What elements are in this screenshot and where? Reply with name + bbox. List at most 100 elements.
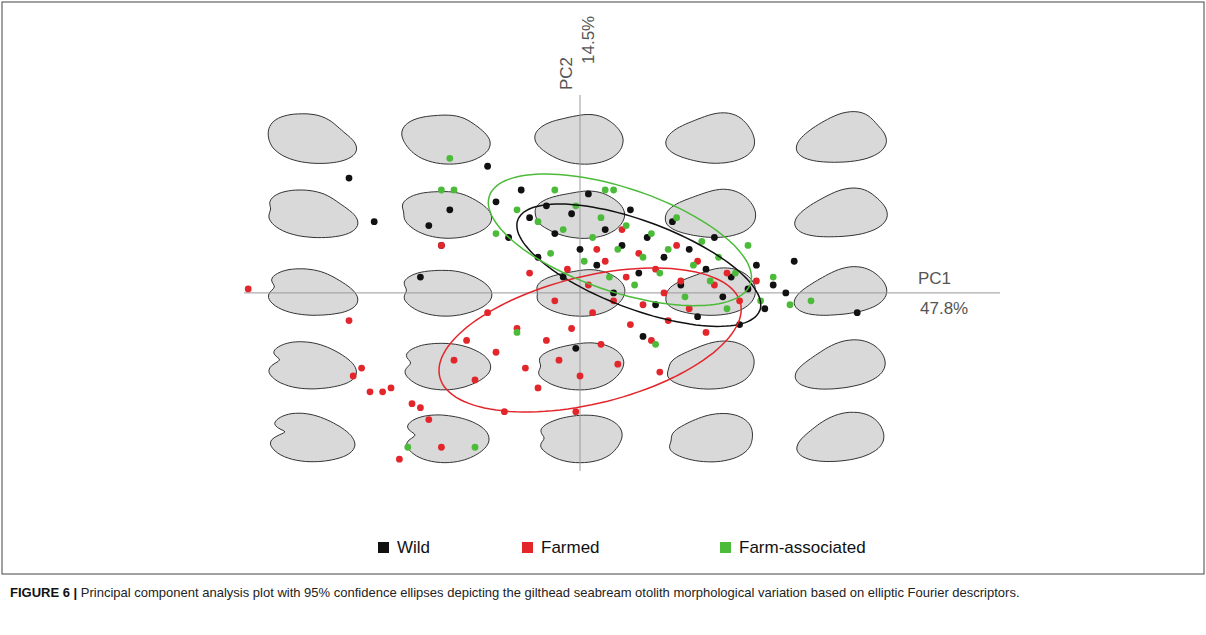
caption: FIGURE 6 | Principal component analysis … xyxy=(10,584,1190,601)
point xyxy=(451,187,458,194)
point xyxy=(585,191,592,198)
point xyxy=(572,345,579,352)
otolith-shape xyxy=(535,115,623,165)
point xyxy=(526,214,533,221)
otolith-shape xyxy=(539,343,624,390)
point xyxy=(753,278,760,285)
point xyxy=(610,187,617,194)
point xyxy=(703,266,710,273)
point xyxy=(547,250,554,257)
point xyxy=(707,278,714,285)
point xyxy=(593,262,600,269)
legend-swatch xyxy=(378,542,389,553)
otolith-shape xyxy=(665,189,755,237)
point xyxy=(526,270,533,277)
point xyxy=(438,444,445,451)
point xyxy=(514,206,521,213)
point xyxy=(472,444,479,451)
y-axis-title: PC2 xyxy=(557,57,576,90)
point xyxy=(598,341,605,348)
point xyxy=(648,230,655,237)
point xyxy=(787,301,794,308)
point xyxy=(446,206,453,213)
point xyxy=(568,325,575,332)
legend-label: Wild xyxy=(397,538,430,557)
y-axis xyxy=(580,95,581,471)
point xyxy=(346,175,353,182)
point xyxy=(761,305,768,312)
point xyxy=(438,242,445,249)
caption-text: Principal component analysis plot with 9… xyxy=(81,585,1020,600)
otolith-shape xyxy=(795,340,885,389)
point xyxy=(770,274,777,281)
point xyxy=(543,337,550,344)
point xyxy=(665,246,672,253)
point xyxy=(388,384,395,391)
point xyxy=(551,230,558,237)
point xyxy=(493,198,500,205)
point xyxy=(245,286,252,293)
legend: WildFarmedFarm-associated xyxy=(378,538,866,557)
otolith-shape xyxy=(794,267,887,316)
point xyxy=(522,365,529,372)
figure-label: FIGURE 6 | xyxy=(10,585,77,600)
point xyxy=(770,282,777,289)
otolith-shape xyxy=(668,341,755,389)
point xyxy=(711,234,718,241)
point xyxy=(358,365,365,372)
morphospace-shapes xyxy=(268,112,887,463)
otolith-shape xyxy=(670,414,753,462)
point xyxy=(438,242,445,249)
point xyxy=(635,270,642,277)
point xyxy=(656,369,663,376)
confidence-ellipse xyxy=(517,204,761,326)
point xyxy=(623,222,630,229)
point xyxy=(425,222,432,229)
x-axis xyxy=(244,292,1000,293)
point xyxy=(518,187,525,194)
point xyxy=(673,242,680,249)
point xyxy=(514,329,521,336)
point xyxy=(417,404,424,411)
series-points xyxy=(346,163,861,352)
otolith-shape xyxy=(795,188,888,237)
point xyxy=(543,202,550,209)
otolith-shape xyxy=(407,415,489,463)
point xyxy=(598,214,605,221)
point xyxy=(677,278,684,285)
otolith-shape xyxy=(271,413,355,462)
point xyxy=(791,258,798,265)
point xyxy=(694,313,701,320)
point xyxy=(614,361,621,368)
point xyxy=(614,246,621,253)
point xyxy=(703,329,710,336)
otolith-shape xyxy=(797,412,884,461)
point xyxy=(753,262,760,269)
legend-swatch xyxy=(720,542,731,553)
point xyxy=(656,270,663,277)
point xyxy=(593,246,600,253)
point xyxy=(535,218,542,225)
point xyxy=(602,226,609,233)
point xyxy=(493,230,500,237)
legend-swatch xyxy=(522,542,533,553)
point xyxy=(564,266,571,273)
point xyxy=(661,254,668,261)
point xyxy=(417,274,424,281)
point xyxy=(551,187,558,194)
point xyxy=(589,309,596,316)
point xyxy=(396,456,403,463)
confidence-ellipse xyxy=(439,268,741,412)
point xyxy=(745,242,752,249)
point xyxy=(631,282,638,289)
point xyxy=(640,333,647,340)
x-axis-title: PC1 xyxy=(918,269,951,288)
point xyxy=(568,210,575,217)
point xyxy=(724,270,731,277)
point xyxy=(484,163,491,170)
point xyxy=(572,408,579,415)
point xyxy=(661,289,668,296)
point xyxy=(472,377,479,384)
point xyxy=(371,218,378,225)
point xyxy=(724,305,731,312)
